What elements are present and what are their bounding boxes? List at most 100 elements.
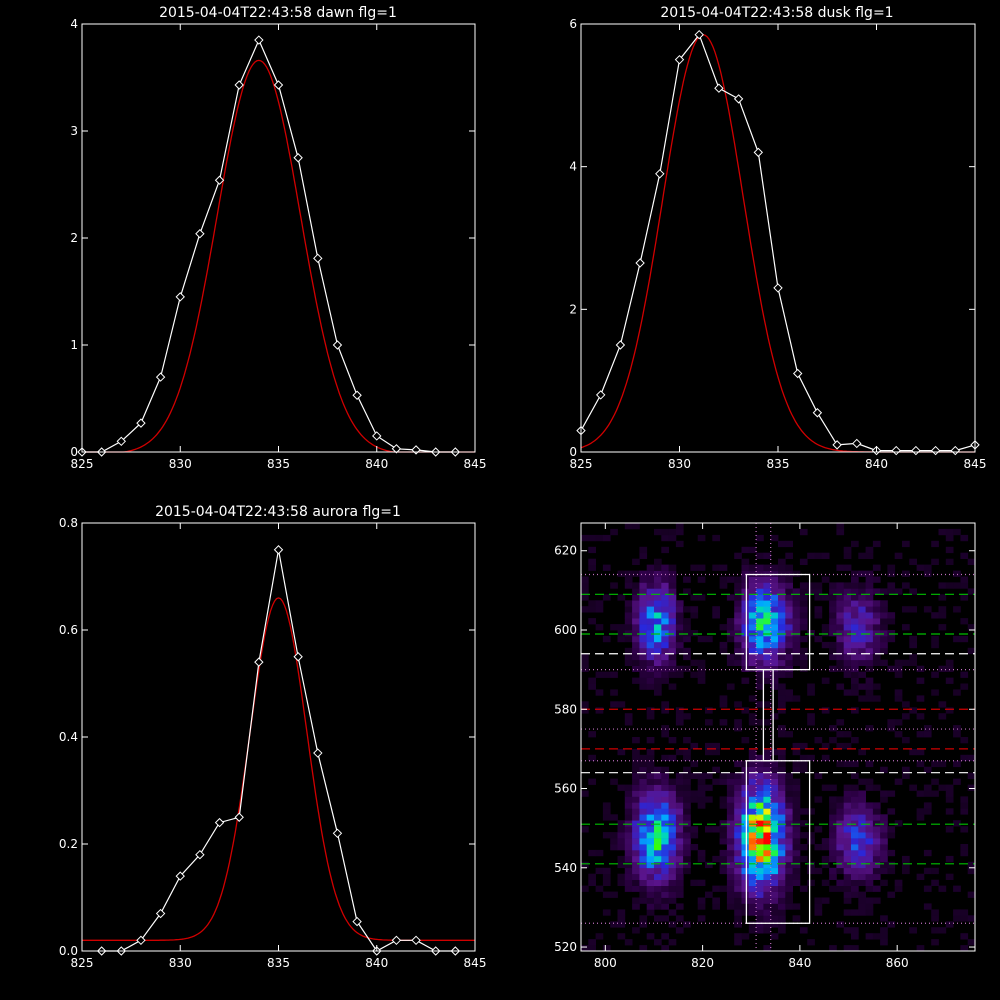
heatmap-cell [763, 903, 772, 910]
heatmap-cell [851, 814, 859, 821]
heatmap-cell [763, 915, 772, 922]
heatmap-cell [843, 760, 852, 768]
heatmap-cell [785, 832, 793, 839]
heatmap-cell [851, 576, 859, 583]
heatmap-cell [851, 796, 859, 803]
heatmap-cell [945, 546, 954, 554]
heatmap-cell [778, 861, 786, 869]
heatmap-cell [748, 867, 757, 875]
heatmap-cell [763, 647, 772, 655]
heatmap-cell [734, 594, 742, 601]
heatmap-cell [712, 748, 720, 756]
heatmap-cell [923, 606, 932, 613]
heatmap-cell [763, 808, 772, 815]
heatmap-cell [668, 867, 677, 875]
heatmap-cell [639, 606, 648, 613]
heatmap-cell [668, 576, 677, 583]
x-tick-label: 830 [668, 457, 691, 471]
heatmap-cell [909, 558, 917, 565]
heatmap-cell [960, 945, 969, 952]
heatmap-cell [595, 867, 604, 875]
heatmap-cell [661, 861, 669, 869]
heatmap-cell [741, 570, 750, 577]
heatmap-cell [858, 570, 866, 577]
heatmap-cell [734, 921, 742, 928]
heatmap-cell [770, 820, 779, 827]
heatmap-cell [851, 861, 859, 869]
heatmap-cell [792, 867, 801, 875]
heatmap-cell [639, 552, 648, 559]
heatmap-cell [945, 665, 954, 672]
heatmap-cell [880, 790, 888, 797]
heatmap-cell [785, 540, 793, 548]
heatmap-cell [675, 523, 684, 530]
heatmap-cell [763, 873, 772, 880]
heatmap-cell [770, 612, 779, 619]
heatmap-cell [858, 671, 866, 678]
heatmap-cell [843, 641, 852, 649]
heatmap-cell [639, 624, 648, 631]
heatmap-cell [756, 885, 764, 892]
heatmap-cell [865, 552, 874, 559]
heatmap-cell [639, 647, 648, 655]
heatmap-cell [595, 707, 604, 714]
heatmap-cell [923, 808, 932, 815]
x-tick-label: 835 [267, 457, 290, 471]
heatmap-cell [880, 630, 888, 637]
heatmap-cell [661, 731, 669, 738]
heatmap-cell [851, 832, 859, 839]
heatmap-cell [646, 748, 655, 756]
heatmap-cell [894, 885, 903, 892]
y-tick-label: 540 [554, 861, 577, 875]
heatmap-cell [726, 618, 735, 625]
heatmap-cell [624, 939, 633, 946]
heatmap-cell [588, 939, 596, 946]
x-tick-label: 840 [788, 956, 811, 970]
heatmap-cell [683, 849, 691, 857]
heatmap-cell [836, 594, 845, 601]
heatmap-cell [814, 826, 823, 833]
heatmap-cell [887, 612, 896, 619]
heatmap-cell [726, 796, 735, 803]
heatmap-cell [748, 849, 757, 857]
heatmap-cell [668, 838, 677, 845]
heatmap-cell [632, 588, 640, 595]
heatmap-cell [646, 582, 655, 589]
heatmap-cell [741, 772, 750, 779]
heatmap-cell [851, 641, 859, 649]
panel-dusk: 2015-04-04T22:43:58 dusk flg=1 825 830 835… [569, 5, 986, 471]
heatmap-cell [865, 546, 874, 554]
heatmap-cell [690, 832, 699, 839]
heatmap-cell [661, 701, 669, 708]
heatmap-cell [617, 570, 626, 577]
heatmap-cell [778, 867, 786, 875]
heatmap-cell [799, 760, 808, 768]
heatmap-cell [836, 612, 845, 619]
heatmap-cell [785, 641, 793, 649]
heatmap-cell [872, 838, 881, 845]
heatmap-cell [829, 606, 837, 613]
heatmap-cell [632, 653, 640, 661]
heatmap-cell [916, 808, 925, 815]
heatmap-cell [756, 802, 764, 809]
heatmap-cell [909, 606, 917, 613]
heatmap-cell [865, 826, 874, 833]
heatmap-cell [894, 695, 903, 702]
heatmap-cell [778, 855, 786, 863]
heatmap-cell [595, 600, 604, 607]
data-point-marker [694, 29, 704, 40]
heatmap-cell [617, 838, 626, 845]
heatmap-cell [836, 885, 845, 892]
heatmap-cell [887, 867, 896, 875]
data-point-marker [411, 445, 421, 455]
heatmap-cell [602, 879, 611, 886]
heatmap-cell [705, 772, 713, 779]
heatmap-cell [843, 594, 852, 601]
heatmap-cell [843, 832, 852, 839]
heatmap-cell [865, 933, 874, 940]
heatmap-cell [829, 588, 837, 595]
heatmap-cell [632, 630, 640, 637]
heatmap-cell [654, 897, 662, 904]
heatmap-cell [668, 778, 677, 785]
heatmap-cell [843, 665, 852, 672]
